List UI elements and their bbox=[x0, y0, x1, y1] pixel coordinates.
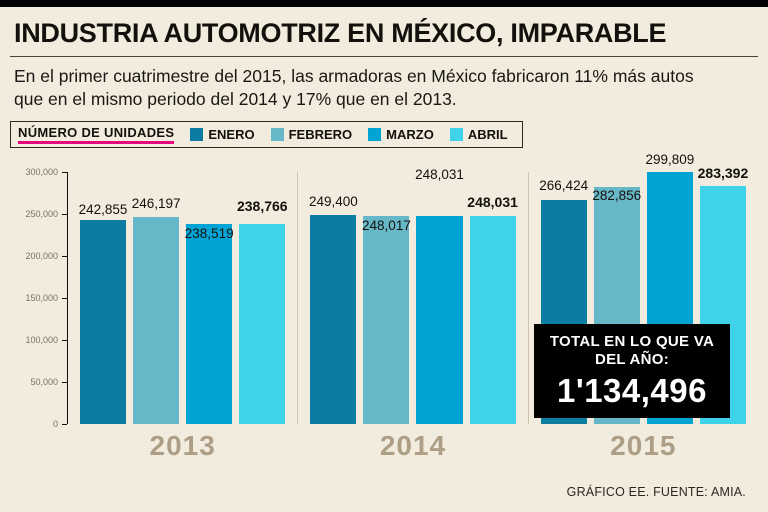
y-tick-label: 200,000 bbox=[25, 251, 58, 262]
value-label-marzo-2015: 299,809 bbox=[645, 152, 695, 168]
total-box: TOTAL EN LO QUE VA DEL AÑO: 1'134,496 bbox=[534, 323, 730, 419]
y-tick-label: 250,000 bbox=[25, 209, 58, 220]
y-tick-label: 300,000 bbox=[25, 167, 58, 178]
total-value: 1'134,496 bbox=[557, 372, 707, 410]
legend-label: FEBRERO bbox=[288, 127, 353, 143]
legend-item-febrero: FEBRERO bbox=[270, 127, 353, 143]
legend-label: ENERO bbox=[208, 127, 255, 143]
bar-slot: 246,197 bbox=[131, 172, 181, 425]
value-label-abril-2013: 238,766 bbox=[236, 197, 288, 214]
bar-slot: 238,766 bbox=[236, 172, 288, 425]
year-group-2013: 242,855 246,197 238,519 238,766 2013 bbox=[68, 172, 297, 461]
legend-label: ABRIL bbox=[467, 127, 508, 143]
bars-2013: 242,855 246,197 238,519 238,766 bbox=[68, 172, 297, 425]
legend-swatch-enero bbox=[190, 128, 204, 142]
bar-abril-2014 bbox=[469, 215, 516, 425]
y-tick-mark bbox=[62, 298, 67, 300]
bar-abril-2013 bbox=[239, 223, 286, 425]
bar-enero-2014 bbox=[310, 214, 357, 425]
value-label-febrero-2015: 282,856 bbox=[592, 187, 642, 203]
subtitle: En el primer cuatrimestre del 2015, las … bbox=[14, 66, 694, 110]
year-label-2013: 2013 bbox=[149, 430, 216, 462]
value-label-enero-2013: 242,855 bbox=[78, 202, 128, 218]
legend-swatch-abril bbox=[449, 128, 463, 142]
bar-slot: 242,855 bbox=[78, 172, 128, 425]
page-title: INDUSTRIA AUTOMOTRIZ EN MÉXICO, IMPARABL… bbox=[14, 18, 667, 48]
year-label-2014: 2014 bbox=[379, 430, 447, 462]
bar-slot: 248,031 bbox=[415, 167, 464, 425]
y-tick-mark bbox=[62, 424, 67, 426]
bar-chart: 300,000 250,000 200,000 150,000 100,000 50,00… bbox=[8, 152, 760, 462]
y-tick-label: 150,000 bbox=[25, 293, 58, 304]
legend-item-enero: ENERO bbox=[190, 127, 255, 143]
bar-slot: 248,031 bbox=[467, 172, 518, 425]
value-label-febrero-2014: 248,017 bbox=[362, 217, 411, 233]
y-tick-mark bbox=[62, 172, 67, 174]
value-label-abril-2014: 248,031 bbox=[467, 193, 518, 210]
top-accent-bar bbox=[0, 0, 768, 7]
total-label: TOTAL EN LO QUE VA DEL AÑO: bbox=[549, 332, 715, 369]
value-label-enero-2014: 249,400 bbox=[308, 193, 358, 209]
plot-area: TOTAL EN LO QUE VA DEL AÑO: 1'134,496 24… bbox=[68, 152, 758, 461]
legend-label: MARZO bbox=[386, 127, 434, 143]
year-label-2015: 2015 bbox=[610, 430, 677, 462]
bar-febrero-2013 bbox=[133, 217, 180, 425]
y-tick-label: 0 bbox=[52, 419, 58, 430]
legend-items: ENERO FEBRERO MARZO ABRIL bbox=[190, 127, 508, 143]
value-label-febrero-2013: 246,197 bbox=[131, 196, 181, 212]
bar-marzo-2014 bbox=[416, 215, 463, 425]
legend-swatch-marzo bbox=[368, 128, 382, 142]
bar-marzo-2013 bbox=[186, 223, 233, 425]
bar-slot: 238,519 bbox=[184, 172, 234, 425]
legend-item-marzo: MARZO bbox=[368, 127, 434, 142]
value-label-marzo-2013: 238,519 bbox=[184, 225, 234, 241]
bar-slot: 249,400 bbox=[308, 172, 358, 425]
y-tick-label: 100,000 bbox=[25, 335, 58, 346]
legend: NÚMERO DE UNIDADES ENERO FEBRERO MARZO ABRI… bbox=[10, 121, 523, 149]
credit: GRÁFICO EE. FUENTE: AMIA. bbox=[566, 485, 746, 499]
legend-swatch-febrero bbox=[270, 128, 284, 142]
y-tick-mark bbox=[62, 340, 67, 342]
legend-item-abril: ABRIL bbox=[449, 127, 508, 143]
bar-febrero-2014 bbox=[363, 215, 410, 425]
value-label-enero-2015: 266,424 bbox=[539, 178, 589, 194]
value-label-abril-2015: 283,392 bbox=[697, 165, 749, 182]
legend-title: NÚMERO DE UNIDADES bbox=[18, 125, 175, 145]
year-group-2014: 249,400 248,017 248,031 248,031 2014 bbox=[297, 167, 527, 461]
y-tick-mark bbox=[62, 256, 67, 258]
y-tick-mark bbox=[62, 382, 67, 384]
bar-enero-2013 bbox=[80, 220, 127, 425]
divider bbox=[10, 56, 758, 57]
y-tick-label: 50,000 bbox=[30, 377, 58, 388]
y-axis: 300,000 250,000 200,000 150,000 100,000 50,00… bbox=[8, 167, 68, 429]
bars-2014: 249,400 248,017 248,031 248,031 bbox=[298, 167, 527, 425]
y-tick-mark bbox=[62, 214, 67, 216]
value-label-marzo-2014: 248,031 bbox=[415, 166, 464, 182]
infographic: INDUSTRIA AUTOMOTRIZ EN MÉXICO, IMPARABL… bbox=[0, 0, 768, 499]
bar-slot: 248,017 bbox=[362, 172, 411, 425]
